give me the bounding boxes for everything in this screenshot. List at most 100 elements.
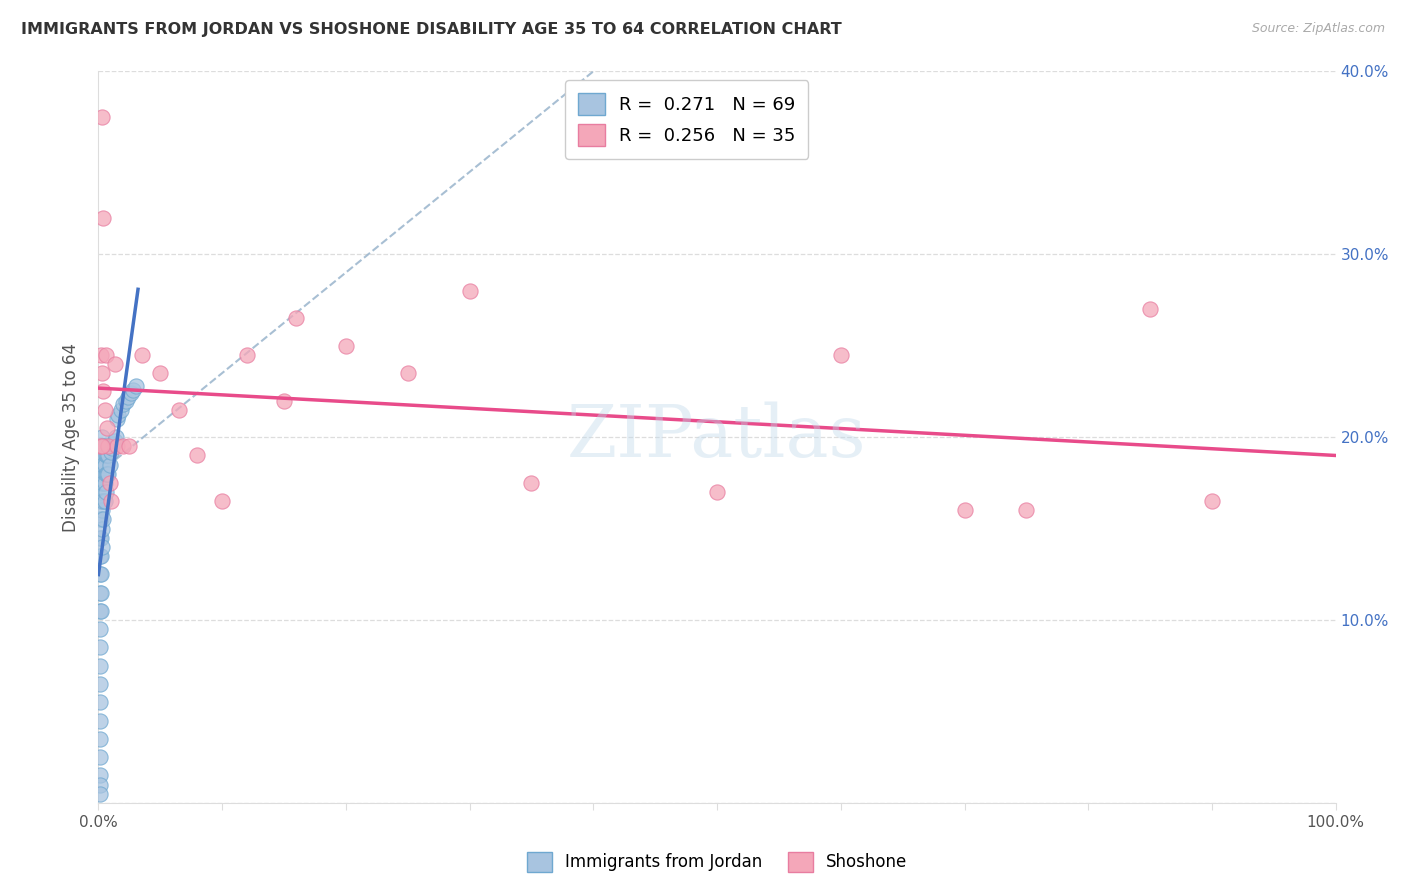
- Point: [458, 284, 481, 298]
- Point: [285, 311, 308, 326]
- Point: [97, 439, 120, 453]
- Point: [93, 439, 115, 453]
- Point: [93, 458, 115, 472]
- Point: [94, 449, 117, 463]
- Point: [105, 439, 128, 453]
- Point: [89, 750, 111, 764]
- Point: [97, 449, 120, 463]
- Point: [90, 458, 112, 472]
- Point: [1201, 494, 1223, 508]
- Point: [91, 439, 114, 453]
- Point: [93, 211, 115, 225]
- Point: [186, 449, 208, 463]
- Point: [90, 604, 112, 618]
- Point: [1015, 503, 1038, 517]
- Point: [112, 439, 135, 453]
- Point: [98, 458, 121, 472]
- Point: [830, 348, 852, 362]
- Point: [89, 787, 111, 801]
- Point: [211, 494, 233, 508]
- Point: [96, 449, 118, 463]
- Point: [98, 475, 121, 490]
- Point: [89, 439, 111, 453]
- Point: [89, 714, 111, 728]
- Point: [97, 467, 120, 481]
- Point: [105, 412, 128, 426]
- Point: [1139, 301, 1161, 317]
- Point: [103, 437, 125, 451]
- Point: [93, 512, 115, 526]
- Point: [91, 503, 114, 517]
- Point: [91, 540, 114, 554]
- Point: [93, 402, 115, 417]
- Point: [89, 622, 111, 636]
- Point: [91, 110, 114, 124]
- Point: [89, 731, 111, 746]
- Point: [94, 348, 117, 362]
- Point: [103, 357, 125, 371]
- Point: [91, 521, 114, 535]
- Point: [90, 549, 112, 563]
- Point: [118, 439, 141, 453]
- Point: [149, 366, 172, 380]
- Point: [91, 485, 114, 500]
- Point: [90, 494, 112, 508]
- Point: [124, 379, 146, 393]
- Point: [117, 390, 139, 404]
- Point: [96, 421, 118, 435]
- Point: [90, 475, 112, 490]
- Point: [273, 393, 295, 408]
- Point: [94, 467, 117, 481]
- Point: [93, 475, 115, 490]
- Text: IMMIGRANTS FROM JORDAN VS SHOSHONE DISABILITY AGE 35 TO 64 CORRELATION CHART: IMMIGRANTS FROM JORDAN VS SHOSHONE DISAB…: [21, 22, 842, 37]
- Point: [89, 458, 111, 472]
- Text: Source: ZipAtlas.com: Source: ZipAtlas.com: [1251, 22, 1385, 36]
- Point: [131, 348, 153, 362]
- Point: [89, 531, 111, 545]
- Point: [120, 386, 142, 401]
- Point: [93, 494, 115, 508]
- Point: [93, 439, 115, 453]
- Point: [90, 585, 112, 599]
- Point: [91, 467, 114, 481]
- Point: [93, 475, 115, 490]
- Point: [110, 402, 132, 417]
- Point: [94, 485, 117, 500]
- Point: [112, 397, 135, 411]
- Point: [96, 467, 118, 481]
- Point: [93, 494, 115, 508]
- Point: [91, 366, 114, 380]
- Y-axis label: Disability Age 35 to 64: Disability Age 35 to 64: [62, 343, 80, 532]
- Point: [100, 494, 122, 508]
- Point: [89, 475, 111, 490]
- Point: [89, 604, 111, 618]
- Point: [100, 444, 122, 458]
- Point: [953, 503, 976, 517]
- Point: [396, 366, 419, 380]
- Point: [89, 768, 111, 782]
- Point: [107, 408, 129, 422]
- Point: [706, 485, 728, 500]
- Point: [101, 441, 124, 455]
- Point: [89, 695, 111, 709]
- Point: [114, 393, 136, 408]
- Point: [90, 439, 112, 453]
- Point: [89, 512, 111, 526]
- Point: [91, 430, 114, 444]
- Point: [90, 531, 112, 545]
- Point: [89, 640, 111, 655]
- Point: [89, 777, 111, 792]
- Point: [89, 677, 111, 691]
- Point: [167, 402, 190, 417]
- Text: ZIPatlas: ZIPatlas: [567, 401, 868, 473]
- Point: [89, 585, 111, 599]
- Point: [89, 494, 111, 508]
- Point: [104, 430, 127, 444]
- Point: [89, 567, 111, 582]
- Point: [103, 434, 125, 448]
- Legend: Immigrants from Jordan, Shoshone: Immigrants from Jordan, Shoshone: [520, 845, 914, 879]
- Point: [93, 458, 115, 472]
- Point: [93, 384, 115, 399]
- Point: [236, 348, 259, 362]
- Point: [89, 658, 111, 673]
